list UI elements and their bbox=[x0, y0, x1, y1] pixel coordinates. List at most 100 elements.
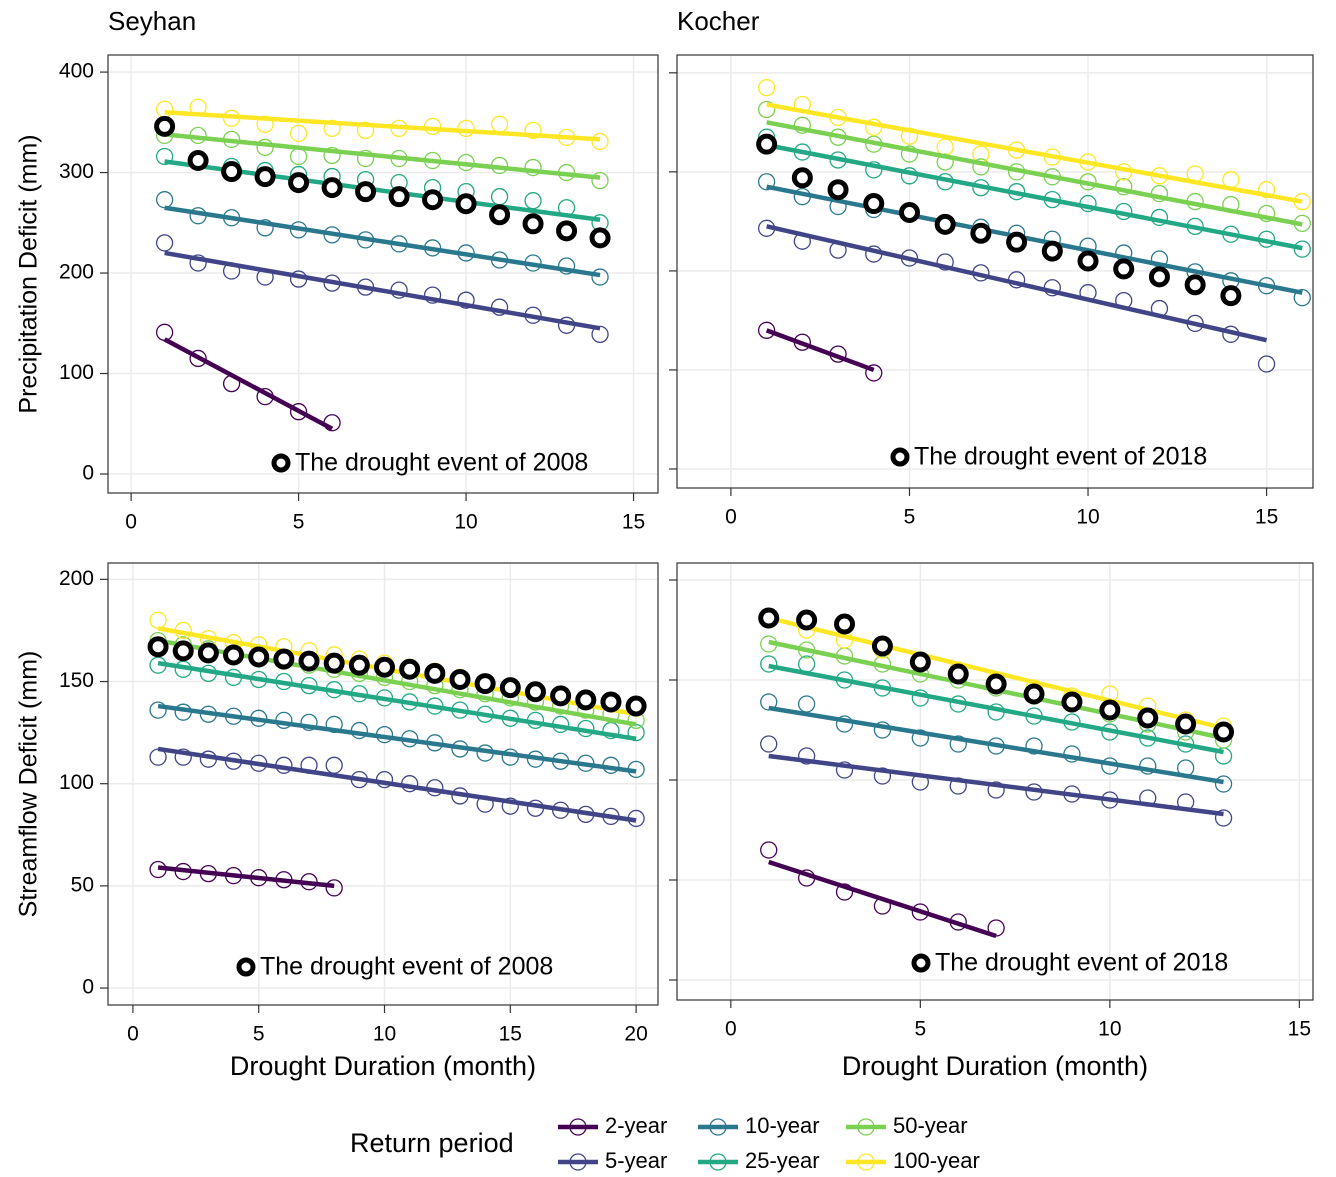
point bbox=[524, 121, 542, 140]
point bbox=[256, 219, 274, 237]
point bbox=[591, 171, 609, 190]
point bbox=[289, 403, 308, 421]
event-point bbox=[288, 172, 310, 194]
legend-key-marker bbox=[569, 1118, 587, 1136]
fit-line bbox=[163, 337, 334, 431]
point bbox=[1257, 355, 1276, 373]
point bbox=[1257, 204, 1276, 223]
point bbox=[760, 841, 778, 859]
event-point bbox=[1148, 266, 1170, 288]
point bbox=[760, 655, 778, 673]
point bbox=[1139, 757, 1157, 775]
event-point bbox=[449, 668, 471, 690]
point bbox=[423, 117, 442, 135]
event-point bbox=[374, 656, 396, 678]
point bbox=[835, 761, 854, 779]
x-tick-label: 20 bbox=[624, 1023, 647, 1046]
legend-key-marker bbox=[709, 1118, 727, 1136]
event-point bbox=[1213, 721, 1235, 743]
legend-key-marker bbox=[857, 1118, 875, 1136]
event-point bbox=[221, 161, 243, 183]
fit-line bbox=[766, 224, 1268, 343]
event-point bbox=[1220, 285, 1242, 307]
legend-key-marker bbox=[709, 1153, 727, 1171]
point bbox=[501, 797, 519, 815]
point bbox=[356, 121, 375, 140]
event-point bbox=[524, 681, 546, 703]
point bbox=[873, 767, 892, 785]
y-tick-label: 200 bbox=[59, 567, 94, 590]
point bbox=[1025, 737, 1043, 755]
event-point bbox=[625, 695, 647, 717]
fit-line bbox=[164, 110, 601, 142]
event-point bbox=[399, 658, 421, 680]
fit-line bbox=[157, 865, 335, 889]
x-tick-label: 10 bbox=[1098, 1018, 1121, 1041]
event-point bbox=[1077, 250, 1099, 272]
fit-line bbox=[768, 753, 1224, 817]
annotation: The drought event of 2008 bbox=[295, 449, 588, 477]
point bbox=[149, 611, 167, 629]
y-tick-label: 150 bbox=[59, 669, 94, 692]
fit-line bbox=[157, 746, 637, 823]
event-point bbox=[863, 193, 885, 215]
point bbox=[155, 191, 174, 209]
x-axis-label: Drought Duration (month) bbox=[230, 1051, 536, 1081]
fit-line bbox=[766, 142, 1303, 251]
event-point bbox=[248, 646, 270, 668]
point bbox=[591, 132, 609, 151]
fit-line bbox=[164, 250, 601, 331]
event-point bbox=[934, 213, 956, 235]
legend-label: 100-year bbox=[893, 1148, 980, 1173]
y-tick-label: 50 bbox=[71, 873, 94, 896]
event-point bbox=[455, 193, 477, 215]
x-tick-label: 5 bbox=[914, 1018, 926, 1041]
legend-label: 10-year bbox=[745, 1113, 820, 1138]
y-tick-label: 300 bbox=[59, 160, 94, 183]
event-point bbox=[522, 213, 544, 235]
point bbox=[936, 138, 954, 156]
event-point bbox=[1006, 231, 1028, 253]
event-point bbox=[871, 635, 893, 657]
point bbox=[865, 364, 883, 382]
point bbox=[1293, 288, 1311, 307]
annotation-marker bbox=[911, 953, 931, 973]
y-axis-label: Precipitation Deficit (mm) bbox=[15, 134, 43, 413]
point bbox=[835, 883, 854, 901]
x-tick-label: 0 bbox=[725, 1018, 737, 1041]
event-point bbox=[600, 691, 622, 713]
event-point bbox=[1137, 707, 1159, 729]
fit-line bbox=[164, 205, 601, 278]
point bbox=[155, 147, 174, 166]
point bbox=[423, 286, 442, 304]
point bbox=[760, 735, 778, 753]
annotation: The drought event of 2008 bbox=[260, 953, 553, 981]
event-point bbox=[796, 609, 818, 631]
event-point bbox=[1184, 274, 1206, 296]
x-tick-label: 10 bbox=[454, 511, 477, 534]
point bbox=[189, 349, 207, 368]
point bbox=[325, 715, 343, 734]
event-point bbox=[970, 222, 992, 244]
point bbox=[865, 161, 883, 179]
fit-line bbox=[164, 132, 601, 180]
legend-title: Return period bbox=[350, 1128, 514, 1158]
y-tick-label: 100 bbox=[59, 771, 94, 794]
point bbox=[323, 146, 341, 165]
event-point bbox=[556, 220, 578, 242]
event-point bbox=[154, 115, 176, 137]
annotation: The drought event of 2018 bbox=[914, 443, 1207, 471]
point bbox=[325, 879, 343, 897]
legend-label: 50-year bbox=[893, 1113, 968, 1138]
point bbox=[987, 781, 1005, 799]
legend-label: 25-year bbox=[745, 1148, 820, 1173]
fit-line bbox=[768, 859, 997, 939]
event-point bbox=[1023, 683, 1045, 705]
x-tick-label: 5 bbox=[904, 506, 916, 529]
event-point bbox=[388, 186, 410, 208]
fit-line bbox=[766, 184, 1303, 295]
legend-key-marker bbox=[569, 1153, 587, 1171]
point bbox=[900, 145, 919, 163]
x-axis-label: Drought Duration (month) bbox=[842, 1051, 1148, 1081]
